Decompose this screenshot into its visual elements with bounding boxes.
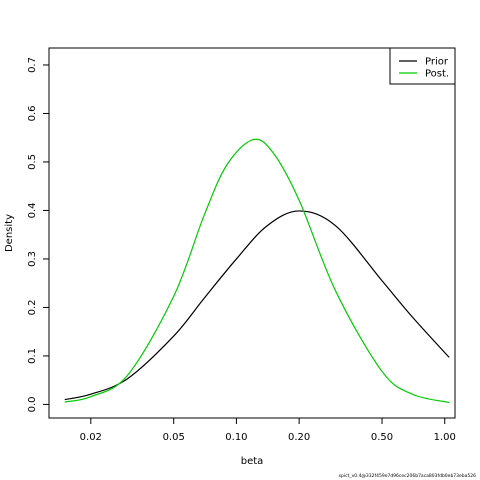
- y-tick-label: 0.3: [27, 251, 38, 267]
- x-tick-label: 0.10: [225, 432, 247, 443]
- x-axis-title: beta: [241, 456, 264, 467]
- y-tick-label: 0.6: [27, 106, 38, 122]
- x-tick-label: 0.02: [80, 432, 102, 443]
- legend-label-prior: Prior: [425, 57, 449, 68]
- series-line-post: [64, 138, 450, 404]
- series-line-prior: [64, 210, 450, 401]
- legend-label-post: Post.: [425, 69, 449, 80]
- y-tick-label: 0.4: [27, 202, 38, 218]
- plot-frame: [48, 47, 456, 419]
- y-tick-label: 0.5: [27, 154, 38, 170]
- x-tick-label: 0.50: [371, 432, 393, 443]
- x-tick-label: 0.05: [163, 432, 185, 443]
- x-tick-label: 1.00: [434, 432, 456, 443]
- y-axis: 0.0 0.1 0.2 0.3 0.4 0.5 0.6 0.7: [27, 57, 49, 412]
- legend-box: [389, 47, 456, 85]
- y-tick-label: 0.7: [27, 57, 38, 73]
- y-tick-label: 0.2: [27, 299, 38, 315]
- y-tick-label: 0.1: [27, 348, 38, 364]
- x-tick-label: 0.20: [288, 432, 310, 443]
- y-axis-title: Density: [4, 214, 15, 252]
- y-tick-label: 0.0: [27, 396, 38, 412]
- x-axis: 0.02 0.05 0.10 0.20 0.50 1.00: [80, 418, 456, 443]
- footer-text: spict_v0.4@332f459e7d96cec206b7aca803fdb…: [339, 473, 476, 479]
- series-layer: [64, 138, 450, 404]
